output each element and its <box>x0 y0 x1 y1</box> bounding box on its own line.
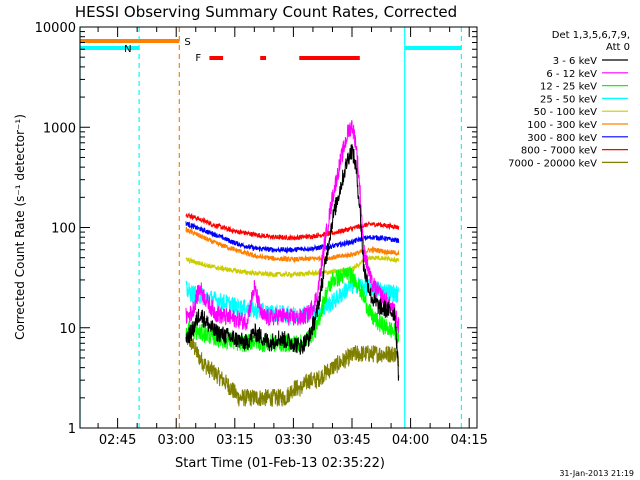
axes: 1 10 100 1000 10000 02:45 03:00 03:15 03:30 03:45… <box>35 21 488 448</box>
series-line <box>185 266 400 353</box>
legend-label: 3 - 6 keV <box>553 56 597 67</box>
legend: Det 1,3,5,6,7,9,Att 0 3 - 6 keV 6 - 12 keV… <box>508 30 630 169</box>
x-tick-label: 02:45 <box>99 433 136 448</box>
y-tick-label: 1 <box>68 422 76 437</box>
x-tick-label: 04:00 <box>392 433 429 448</box>
x-tick-label: 03:45 <box>333 433 370 448</box>
night-marker-label: N <box>124 44 131 55</box>
y-tick-label: 10 <box>59 322 76 337</box>
legend-label: 300 - 800 keV <box>527 133 597 144</box>
series-line <box>185 120 400 333</box>
y-tick-label: 10000 <box>35 21 76 36</box>
legend-label: 800 - 7000 keV <box>521 146 597 157</box>
legend-label: 6 - 12 keV <box>546 69 597 80</box>
x-tick-label: 03:30 <box>275 433 312 448</box>
flare-marker-label: F <box>195 53 201 64</box>
legend-label: 50 - 100 keV <box>534 107 598 118</box>
legend-header-attenuator: Att 0 <box>606 42 630 53</box>
x-axis-label: Start Time (01-Feb-13 02:35:22) <box>175 456 385 471</box>
chart-title: HESSI Observing Summary Count Rates, Cor… <box>75 3 457 21</box>
legend-label: 12 - 25 keV <box>540 82 597 93</box>
legend-label: 25 - 50 keV <box>540 94 597 105</box>
legend-header: Det 1,3,5,6,7,9, <box>552 30 630 41</box>
plot-area: N SF <box>79 27 462 428</box>
y-tick-label: 1000 <box>43 121 76 136</box>
series-line <box>185 144 400 381</box>
saa-marker-label: S <box>184 37 190 48</box>
legend-label: 7000 - 20000 keV <box>508 158 597 169</box>
y-tick-label: 100 <box>51 222 76 237</box>
series-line <box>185 329 400 407</box>
x-tick-label: 03:15 <box>216 433 253 448</box>
y-axis-label: Corrected Count Rate (s⁻¹ detector⁻¹) <box>13 114 27 340</box>
footer-timestamp: 31-Jan-2013 21:19 <box>559 469 634 478</box>
x-tick-label: 03:00 <box>157 433 194 448</box>
series-line <box>185 212 400 241</box>
legend-label: 100 - 300 keV <box>527 120 597 131</box>
x-tick-label: 04:15 <box>450 433 487 448</box>
